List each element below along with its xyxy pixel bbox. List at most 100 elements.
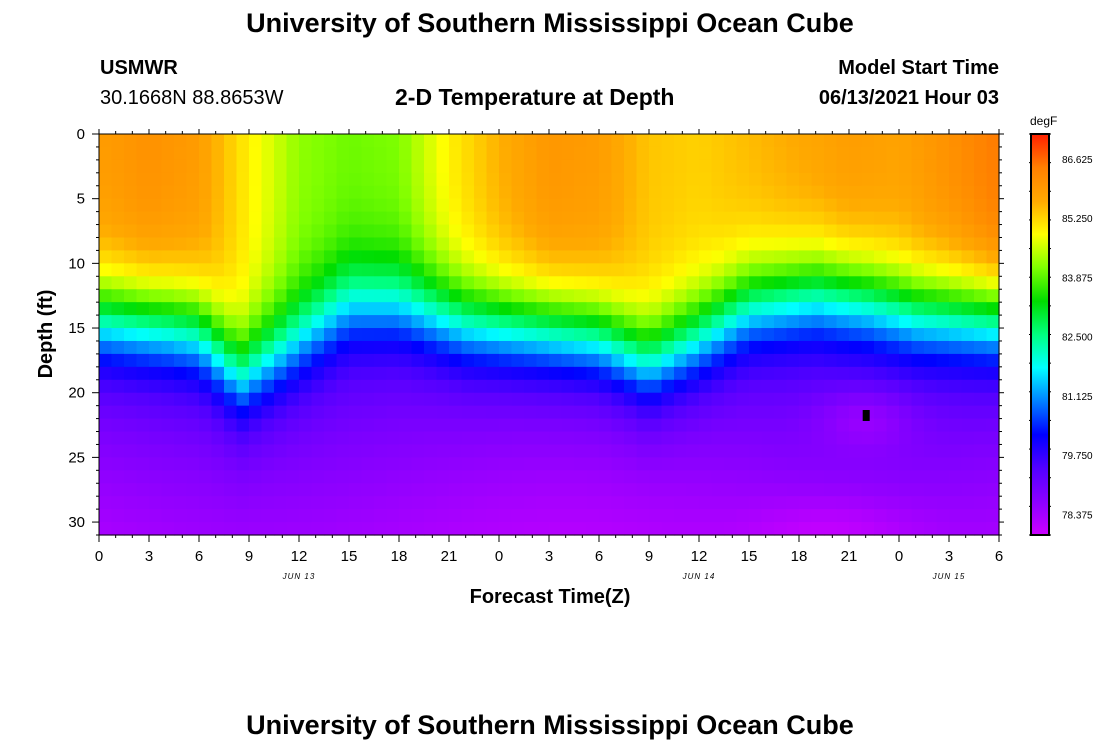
heatmap-cell	[824, 198, 838, 213]
heatmap-cell	[561, 237, 575, 252]
heatmap-cell	[186, 198, 200, 213]
heatmap-cell	[486, 263, 500, 277]
heatmap-cell	[724, 392, 738, 407]
heatmap-cell	[924, 185, 938, 200]
heatmap-cell	[174, 418, 188, 433]
heatmap-cell	[261, 302, 275, 316]
heatmap-cell	[799, 289, 813, 303]
heatmap-cell	[411, 379, 425, 394]
heatmap-cell	[686, 159, 700, 174]
heatmap-cell	[824, 276, 838, 290]
heatmap-cell	[449, 211, 463, 226]
heatmap-cell	[649, 315, 663, 329]
heatmap-cell	[599, 159, 613, 174]
model-start-value: 06/13/2021 Hour 03	[818, 87, 999, 109]
heatmap-cell	[986, 146, 1000, 161]
heatmap-cell	[261, 509, 275, 523]
heatmap-cell	[861, 483, 875, 497]
heatmap-cell	[286, 496, 300, 510]
heatmap-cell	[699, 366, 713, 381]
heatmap-cell	[949, 405, 963, 420]
heatmap-cell	[761, 392, 775, 407]
heatmap-cell	[661, 302, 675, 316]
heatmap-cell	[461, 159, 475, 174]
heatmap-cell	[874, 509, 888, 523]
heatmap-cell	[586, 340, 600, 355]
heatmap-cell	[874, 366, 888, 381]
heatmap-cell	[336, 405, 350, 420]
heatmap-cell	[924, 379, 938, 394]
heatmap-cell	[349, 302, 363, 316]
heatmap-cell	[674, 366, 688, 381]
heatmap-cell	[936, 198, 950, 213]
heatmap-cell	[949, 172, 963, 187]
heatmap-cell	[636, 289, 650, 303]
heatmap-cell	[636, 185, 650, 200]
heatmap-cell	[661, 522, 675, 536]
heatmap-cell	[499, 470, 513, 484]
heatmap-cell	[274, 431, 288, 446]
heatmap-cell	[474, 159, 488, 174]
heatmap-cell	[661, 198, 675, 213]
heatmap-cell	[236, 276, 250, 290]
heatmap-cell	[936, 250, 950, 264]
heatmap-cell	[286, 379, 300, 394]
heatmap-cell	[799, 470, 813, 484]
heatmap-cell	[899, 328, 913, 342]
heatmap-cell	[524, 405, 538, 420]
heatmap-cell	[799, 276, 813, 290]
heatmap-cell	[911, 172, 925, 187]
heatmap-cell	[711, 185, 725, 200]
heatmap-cell	[261, 237, 275, 252]
heatmap-cell	[436, 366, 450, 381]
heatmap-cell	[899, 353, 913, 368]
heatmap-cell	[711, 289, 725, 303]
heatmap-cell	[674, 159, 688, 174]
heatmap-cell	[761, 211, 775, 226]
heatmap-cell	[424, 431, 438, 446]
heatmap-cell	[236, 470, 250, 484]
heatmap-cell	[786, 431, 800, 446]
heatmap-cell	[636, 444, 650, 458]
heatmap-cell	[636, 418, 650, 433]
heatmap-cell	[349, 211, 363, 226]
heatmap-cell	[199, 509, 213, 523]
heatmap-cell	[749, 172, 763, 187]
heatmap-cell	[474, 263, 488, 277]
heatmap-cell	[186, 315, 200, 329]
heatmap-cell	[99, 302, 113, 316]
heatmap-cell	[111, 224, 125, 239]
heatmap-cell	[674, 405, 688, 420]
heatmap-cell	[436, 146, 450, 161]
heatmap-cell	[349, 198, 363, 213]
heatmap-cell	[249, 444, 263, 458]
heatmap-cell	[99, 185, 113, 200]
heatmap-cell	[636, 237, 650, 252]
heatmap-cell	[986, 522, 1000, 536]
heatmap-cell	[474, 237, 488, 252]
heatmap-cell	[936, 302, 950, 316]
heatmap-cell	[299, 224, 313, 239]
heatmap-cell	[249, 457, 263, 471]
heatmap-cell	[149, 134, 163, 148]
heatmap-cell	[111, 263, 125, 277]
heatmap-cell	[111, 198, 125, 213]
heatmap-cell	[386, 496, 400, 510]
heatmap-cell	[99, 146, 113, 161]
heatmap-cell	[524, 302, 538, 316]
colorbar-swatch	[1030, 133, 1050, 536]
heatmap-cell	[199, 185, 213, 200]
heatmap-cell	[811, 392, 825, 407]
heatmap-cell	[874, 263, 888, 277]
heatmap-cell	[274, 366, 288, 381]
heatmap-cell	[911, 289, 925, 303]
heatmap-cell	[774, 172, 788, 187]
heatmap-cell	[149, 224, 163, 239]
heatmap-cell	[111, 211, 125, 226]
heatmap-cell	[824, 418, 838, 433]
heatmap-cell	[749, 483, 763, 497]
heatmap-cell	[386, 366, 400, 381]
heatmap-cell	[611, 159, 625, 174]
heatmap-cell	[711, 522, 725, 536]
heatmap-cell	[236, 263, 250, 277]
